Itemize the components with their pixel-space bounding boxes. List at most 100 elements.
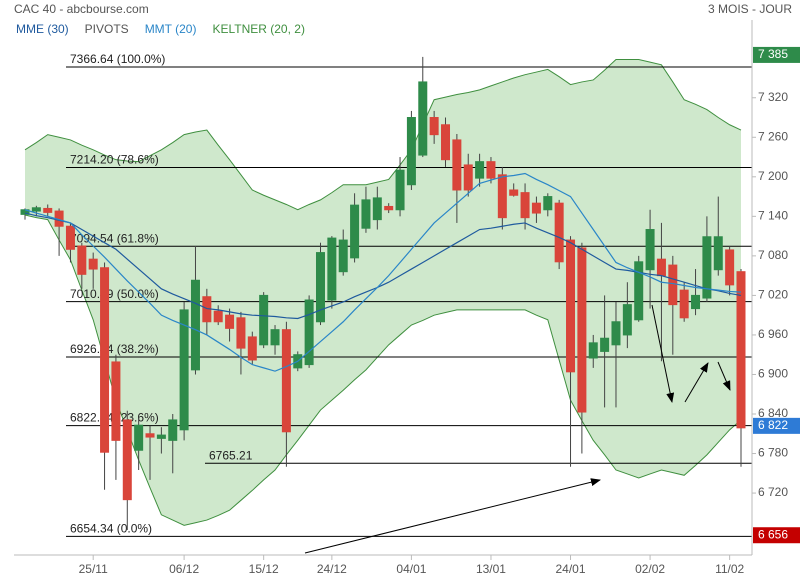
candle-body bbox=[577, 247, 587, 413]
candle-body bbox=[588, 342, 598, 359]
level-label: 7366.64 (100.0%) bbox=[70, 52, 165, 66]
candle-body bbox=[247, 336, 257, 361]
x-tick-label: 06/12 bbox=[169, 562, 199, 576]
keltner-lower bbox=[24, 214, 742, 526]
y-tick-label: 7 260 bbox=[758, 129, 788, 143]
plot-area: 7366.64 (100.0%) 7214.20 (78.6%) 7094.54 (… bbox=[20, 52, 752, 537]
x-tick-label: 11/02 bbox=[715, 562, 744, 576]
chart-title: CAC 40 - abcbourse.com bbox=[14, 2, 149, 16]
y-tick-label: 6 900 bbox=[758, 367, 788, 381]
candle-body bbox=[88, 258, 98, 270]
candle-body bbox=[543, 196, 553, 211]
x-tick-label: 24/01 bbox=[556, 562, 586, 576]
candle-body bbox=[134, 424, 144, 451]
y-tick-label: 7 200 bbox=[758, 169, 788, 183]
candle-body bbox=[281, 329, 291, 433]
candle-body bbox=[679, 289, 689, 319]
candle-body bbox=[327, 237, 337, 301]
candle-body bbox=[725, 249, 735, 286]
candle-body bbox=[190, 279, 200, 371]
candle-body bbox=[338, 239, 348, 273]
legend-entry: PIVOTS bbox=[85, 22, 129, 36]
candle-body bbox=[384, 205, 394, 211]
price-tag bbox=[753, 46, 800, 63]
candle-body bbox=[100, 267, 110, 453]
y-tick-label: 7 020 bbox=[758, 288, 788, 302]
y-tick-label: 6 720 bbox=[758, 485, 788, 499]
candle-body bbox=[179, 309, 189, 431]
legend-entry: KELTNER (20, 2) bbox=[212, 22, 304, 36]
legend-entry: MME (30) bbox=[16, 22, 69, 36]
candle-body bbox=[520, 192, 530, 219]
candle-body bbox=[713, 236, 723, 271]
candle-body bbox=[611, 321, 621, 346]
candle-body bbox=[668, 264, 678, 306]
candle-body bbox=[736, 271, 746, 429]
candle-body bbox=[315, 252, 325, 323]
price-tag-label: 7 385 bbox=[758, 47, 788, 61]
candle-body bbox=[236, 317, 246, 349]
level-label: 7214.20 (78.6%) bbox=[70, 153, 159, 167]
candle-body bbox=[656, 258, 666, 277]
keltner-band bbox=[25, 59, 741, 526]
candle-body bbox=[156, 434, 166, 439]
y-tick-label: 6 960 bbox=[758, 327, 788, 341]
candle-body bbox=[554, 202, 564, 263]
candle-body bbox=[213, 310, 223, 323]
candle-body bbox=[509, 189, 519, 196]
candle-body bbox=[441, 124, 451, 161]
candle-body bbox=[406, 117, 416, 186]
y-tick-label: 6 840 bbox=[758, 406, 788, 420]
candle-body bbox=[634, 261, 644, 321]
arrow bbox=[651, 304, 675, 403]
period-label: 3 MOIS - JOUR bbox=[708, 2, 792, 16]
candle-body bbox=[350, 204, 360, 259]
candle-body bbox=[145, 433, 155, 438]
keltner-upper bbox=[24, 59, 742, 211]
candle-body bbox=[691, 294, 701, 310]
candle-body bbox=[372, 197, 382, 221]
level-label: 6654.34 (0.0%) bbox=[70, 521, 152, 535]
level-label: 7094.54 (61.8%) bbox=[70, 231, 159, 245]
candle-body bbox=[486, 161, 496, 179]
candle-body bbox=[395, 169, 405, 211]
x-tick-label: 15/12 bbox=[249, 562, 279, 576]
price-tag-label: 6 822 bbox=[758, 418, 788, 432]
candle-body bbox=[566, 239, 576, 373]
y-tick-label: 7 320 bbox=[758, 90, 788, 104]
candle-body bbox=[531, 202, 541, 214]
arrow bbox=[717, 361, 731, 391]
price-tag bbox=[753, 417, 800, 434]
x-tick-label: 02/02 bbox=[635, 562, 665, 576]
candle-body bbox=[452, 139, 462, 191]
candle-body bbox=[31, 207, 41, 212]
y-tick-label: 7 080 bbox=[758, 248, 788, 262]
candle-body bbox=[304, 299, 314, 366]
price-tag bbox=[753, 527, 800, 544]
candle-body bbox=[77, 245, 87, 275]
candle-body bbox=[259, 294, 269, 346]
candle-body bbox=[645, 229, 655, 271]
arrow bbox=[304, 478, 601, 554]
y-tick-label: 7 140 bbox=[758, 209, 788, 223]
price-tag-label: 6 656 bbox=[758, 527, 788, 541]
level-label: 6765.21 bbox=[209, 448, 253, 462]
candle-body bbox=[600, 337, 610, 352]
candle-body bbox=[43, 207, 53, 213]
x-tick-label: 24/12 bbox=[317, 562, 347, 576]
moving-average bbox=[24, 212, 742, 320]
candle-body bbox=[429, 117, 439, 136]
candle-body bbox=[418, 81, 428, 156]
candle-body bbox=[463, 164, 473, 191]
x-tick-label: 13/01 bbox=[476, 562, 506, 576]
annotations bbox=[304, 304, 731, 554]
level-label: 6926.44 (38.2%) bbox=[70, 342, 159, 356]
candle-body bbox=[270, 329, 280, 346]
candle-body bbox=[361, 199, 371, 229]
x-tick-label: 25/11 bbox=[79, 562, 108, 576]
arrow bbox=[684, 362, 709, 403]
candle-body bbox=[702, 236, 712, 299]
y-tick-label: 6 780 bbox=[758, 446, 788, 460]
